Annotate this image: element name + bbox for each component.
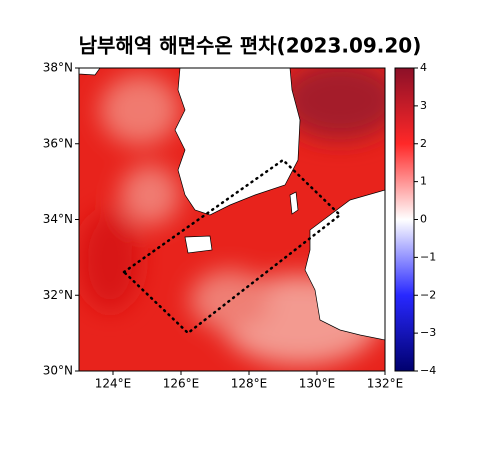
- colorbar: [394, 67, 415, 372]
- colorbar-tick-label: 4: [420, 61, 427, 74]
- anomaly-field: [79, 68, 385, 371]
- x-tick-label: 128°E: [231, 377, 268, 391]
- colorbar-tick-label: 1: [420, 175, 427, 188]
- colorbar-tick-label: −2: [420, 288, 436, 301]
- colorbar-tick-label: −3: [420, 326, 436, 339]
- y-tick-label: 32°N: [43, 288, 73, 302]
- y-tick-label: 34°N: [43, 212, 73, 226]
- y-tick-label: 38°N: [43, 61, 73, 75]
- colorbar-tick-label: 0: [420, 213, 427, 226]
- y-tick-label: 30°N: [43, 364, 73, 378]
- colorbar-tick-label: −4: [420, 364, 436, 377]
- map-title: 남부해역 해면수온 편차(2023.09.20): [79, 34, 422, 58]
- colorbar-tick-label: 2: [420, 137, 427, 150]
- x-tick-label: 132°E: [367, 377, 404, 391]
- x-tick-label: 126°E: [163, 377, 200, 391]
- x-tick-label: 130°E: [299, 377, 336, 391]
- y-tick-label: 36°N: [43, 136, 73, 150]
- colorbar-tick-label: 3: [420, 99, 427, 112]
- colorbar-tick-label: −1: [420, 250, 436, 263]
- x-tick-label: 124°E: [95, 377, 132, 391]
